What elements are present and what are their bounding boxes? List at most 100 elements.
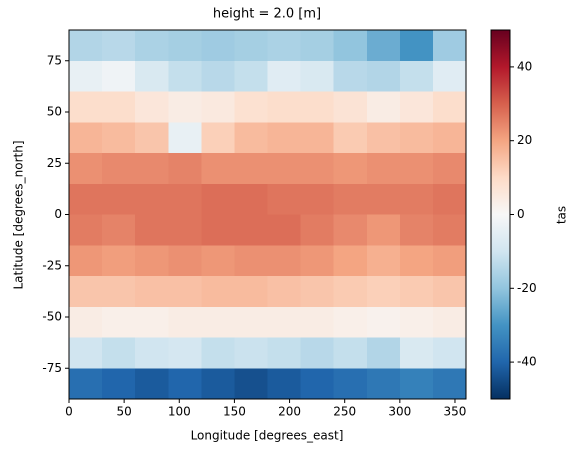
heatmap-cell	[366, 91, 401, 123]
x-tick-label: 250	[333, 405, 356, 419]
heatmap-cell	[399, 183, 434, 215]
heatmap-cell	[366, 30, 401, 62]
heatmap-cell	[399, 122, 434, 154]
heatmap-cell	[300, 306, 335, 338]
colorbar-tick-label: -40	[517, 355, 537, 369]
heatmap-cell	[234, 153, 268, 185]
heatmap-cell	[267, 60, 302, 92]
colorbar	[491, 30, 510, 399]
heatmap-cell	[102, 276, 136, 308]
x-tick-label: 300	[388, 405, 411, 419]
heatmap-cell	[267, 214, 302, 246]
heatmap-cell	[234, 276, 268, 308]
heatmap-cell	[333, 368, 368, 400]
heatmap-cell	[432, 245, 467, 277]
heatmap-cell	[201, 245, 235, 277]
heatmap-cell	[366, 368, 401, 400]
heatmap-cell	[300, 183, 335, 215]
heatmap-cell	[234, 245, 268, 277]
heatmap-cell	[432, 337, 467, 369]
heatmap-cell	[168, 337, 202, 369]
heatmap-cell	[135, 122, 169, 154]
heatmap-cell	[168, 153, 202, 185]
heatmap-cell	[201, 30, 235, 62]
heatmap-cell	[168, 214, 202, 246]
colorbar-tick-label: 0	[517, 207, 525, 221]
heatmap-cell	[168, 122, 202, 154]
heatmap-cell	[69, 30, 103, 62]
heatmap-cell	[267, 30, 302, 62]
heatmap-cell	[300, 276, 335, 308]
heatmap-cell	[366, 60, 401, 92]
heatmap-cell	[366, 153, 401, 185]
heatmap-cell	[168, 245, 202, 277]
heatmap-cell	[432, 30, 467, 62]
heatmap-cell	[234, 30, 268, 62]
heatmap-cell	[69, 153, 103, 185]
heatmap-cell	[135, 153, 169, 185]
heatmap-cell	[333, 276, 368, 308]
heatmap-cell	[300, 245, 335, 277]
colorbar-tick-label: 20	[517, 133, 532, 147]
heatmap-cell	[69, 337, 103, 369]
heatmap-cell	[300, 337, 335, 369]
heatmap-cell	[267, 306, 302, 338]
heatmap-cell	[267, 245, 302, 277]
x-tick-label: 150	[223, 405, 246, 419]
heatmap-cell	[102, 245, 136, 277]
heatmap-cell	[201, 337, 235, 369]
heatmap-cell	[300, 91, 335, 123]
heatmap-cell	[399, 30, 434, 62]
heatmap-cell	[102, 153, 136, 185]
heatmap-cell	[69, 91, 103, 123]
x-axis-label: Longitude [degrees_east]	[191, 429, 344, 443]
heatmap-cell	[267, 276, 302, 308]
heatmap-cell	[201, 276, 235, 308]
heatmap-cell	[69, 368, 103, 400]
heatmap-cell	[135, 214, 169, 246]
heatmap-cell	[69, 306, 103, 338]
heatmap-cell	[399, 337, 434, 369]
heatmap-cell	[102, 183, 136, 215]
heatmap-cell	[102, 122, 136, 154]
heatmap-cell	[69, 122, 103, 154]
heatmap-cell	[69, 245, 103, 277]
heatmap-cell	[399, 245, 434, 277]
heatmap-cell	[333, 30, 368, 62]
heatmap-cell	[102, 91, 136, 123]
heatmap-cell	[333, 306, 368, 338]
heatmap-cell	[399, 306, 434, 338]
heatmap-cell	[168, 276, 202, 308]
heatmap-cell	[399, 60, 434, 92]
colorbar-label: tas	[555, 206, 569, 224]
heatmap-cell	[135, 91, 169, 123]
heatmap-cell	[399, 153, 434, 185]
heatmap-cell	[399, 276, 434, 308]
heatmap-cell	[102, 60, 136, 92]
x-tick-label: 200	[278, 405, 301, 419]
heatmap-cell	[432, 306, 467, 338]
heatmap-cell	[366, 214, 401, 246]
heatmap-cell	[168, 306, 202, 338]
heatmap-cell	[300, 368, 335, 400]
heatmap-cell	[333, 122, 368, 154]
y-tick-label: -50	[42, 310, 62, 324]
heatmap-cell	[432, 91, 467, 123]
heatmap-cell	[399, 91, 434, 123]
heatmap-cell	[135, 60, 169, 92]
y-tick-label: 75	[47, 53, 62, 67]
heatmap-cell	[333, 60, 368, 92]
heatmap-cell	[267, 368, 302, 400]
y-tick-label: 25	[47, 156, 62, 170]
heatmap-cell	[135, 337, 169, 369]
heatmap-cell	[366, 122, 401, 154]
heatmap-cell	[333, 183, 368, 215]
heatmap-cell	[135, 245, 169, 277]
heatmap-cell	[234, 368, 268, 400]
heatmap-cell	[366, 245, 401, 277]
heatmap-cell	[201, 122, 235, 154]
x-tick-label: 50	[116, 405, 131, 419]
heatmap-cell	[201, 60, 235, 92]
heatmap-cell	[366, 337, 401, 369]
heatmap-cell	[234, 306, 268, 338]
